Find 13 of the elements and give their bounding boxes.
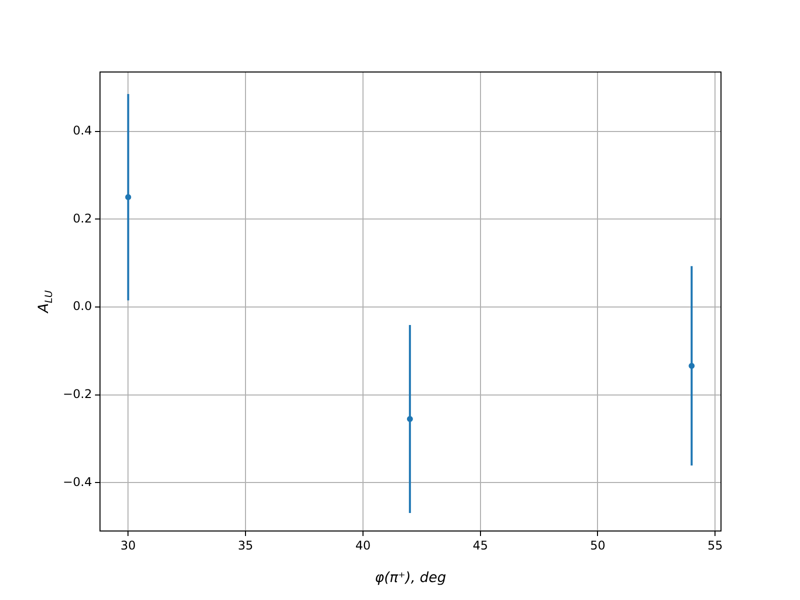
y-tick-label: 0.0 [72,299,92,314]
y-tick-label: 0.4 [72,123,92,138]
x-tick-label: 30 [120,538,136,552]
x-tick-label: 55 [707,538,723,552]
x-tick-label: 40 [355,538,371,552]
x-tick-label: 35 [238,538,254,552]
y-axis-title: ALU [36,290,55,314]
x-axis-title: φ(π⁺), deg [374,570,446,586]
y-tick-label: −0.4 [62,474,92,489]
y-tick-label: −0.2 [62,386,92,401]
x-tick-label: 45 [472,538,488,552]
x-tick-label: 50 [590,538,606,552]
y-tick-label: 0.2 [72,211,92,226]
